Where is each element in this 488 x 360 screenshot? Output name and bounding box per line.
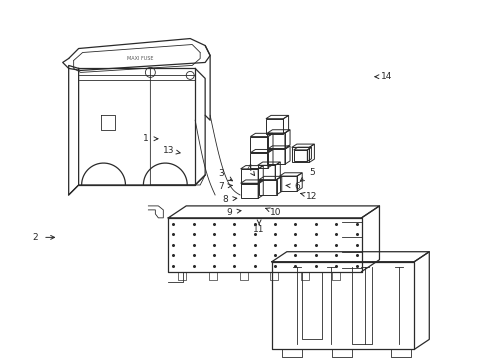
Text: 7: 7 <box>218 182 224 191</box>
Text: 3: 3 <box>218 169 224 178</box>
Text: 13: 13 <box>163 146 174 155</box>
Text: 2: 2 <box>32 233 38 242</box>
Text: 8: 8 <box>222 195 227 204</box>
Text: 12: 12 <box>305 192 317 201</box>
Text: 11: 11 <box>253 225 264 234</box>
Text: 14: 14 <box>380 72 392 81</box>
Text: 9: 9 <box>225 208 231 217</box>
Text: 10: 10 <box>270 208 282 217</box>
Text: 4: 4 <box>246 164 252 173</box>
Text: 1: 1 <box>143 134 149 143</box>
Text: 6: 6 <box>294 182 299 191</box>
Text: 5: 5 <box>308 168 314 177</box>
Text: MAXI FUSE: MAXI FUSE <box>127 56 153 61</box>
